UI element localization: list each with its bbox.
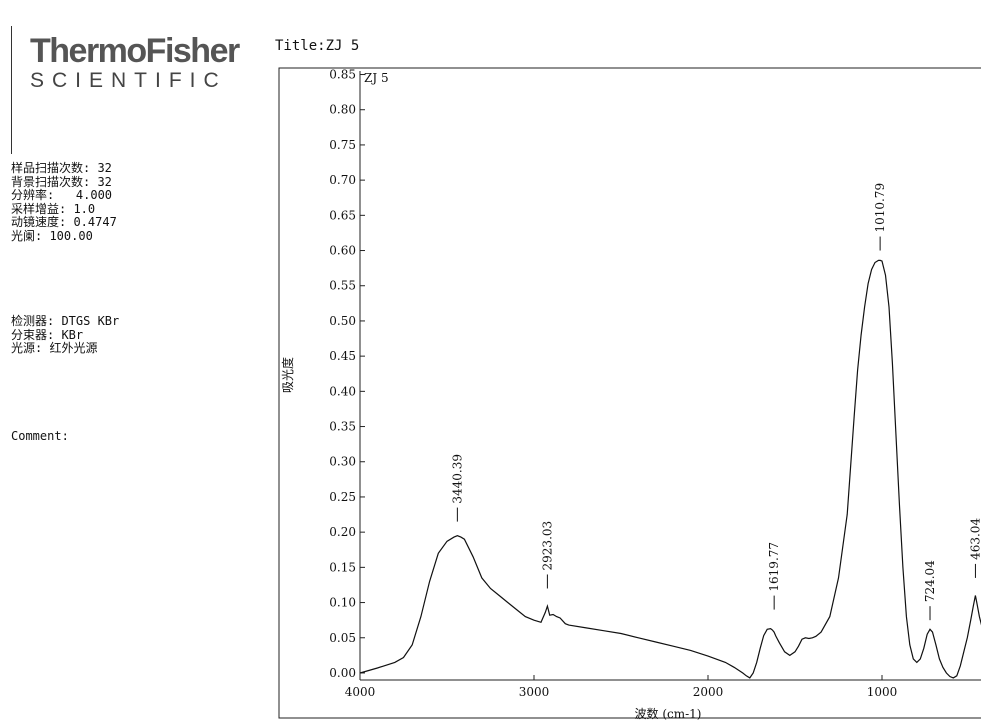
y-tick-label: 0.70: [329, 173, 356, 187]
y-tick-label: 0.60: [329, 244, 356, 258]
y-axis-ticks: 0.00 0.05 0.10 0.15 0.20 0.25 0.30 0.35 0.40 0.45…: [329, 68, 365, 680]
peak-label: 3440.39: [450, 454, 464, 504]
y-tick-label: 0.80: [329, 103, 356, 117]
peak-annotations: 3440.39 2923.03 1619.77 1010.79 724.04 463.04: [450, 183, 981, 621]
peak-label: 1010.79: [873, 183, 887, 233]
y-tick-label: 0.85: [329, 68, 356, 82]
y-axis-label: 吸光度: [280, 357, 295, 393]
y-tick-label: 0.40: [329, 384, 356, 398]
x-tick-label: 2000: [693, 685, 724, 699]
y-tick-label: 0.45: [329, 349, 356, 363]
y-tick-label: 0.15: [329, 560, 356, 574]
x-axis-label: 波数 (cm-1): [635, 706, 702, 721]
chart-frame: [278, 67, 981, 719]
peak-label: 2923.03: [540, 521, 554, 571]
x-tick-label: 3000: [519, 685, 550, 699]
y-tick-label: 0.00: [329, 666, 356, 680]
spectrum-line: [359, 259, 981, 679]
scan-parameters: 样品扫描次数: 32 背景扫描次数: 32 分辨率: 4.000 采样增益: 1…: [11, 161, 117, 243]
comment-label: Comment:: [11, 429, 69, 443]
y-tick-label: 0.50: [329, 314, 356, 328]
y-tick-label: 0.10: [329, 596, 356, 610]
y-tick-label: 0.35: [329, 420, 356, 434]
peak-label: 1619.77: [767, 542, 781, 592]
peak-label: 724.04: [923, 560, 937, 602]
y-tick-label: 0.55: [329, 279, 356, 293]
spectrum-title: Title:ZJ 5: [275, 38, 360, 54]
peak-label: 463.04: [968, 518, 981, 560]
y-tick-label: 0.65: [329, 208, 356, 222]
x-tick-label: 1000: [867, 685, 898, 699]
x-axis-ticks: 4000 3000 2000 1000: [345, 675, 898, 699]
brand-logo-sub: SCIENTIFIC: [30, 69, 227, 92]
y-tick-label: 0.25: [329, 490, 356, 504]
y-tick-label: 0.75: [329, 138, 356, 152]
brand-logo: ThermoFisher SCIENTIFIC: [30, 34, 270, 92]
y-tick-label: 0.30: [329, 455, 356, 469]
logo-divider-line: [11, 26, 12, 154]
x-tick-label: 4000: [345, 685, 376, 699]
y-tick-label: 0.20: [329, 525, 356, 539]
brand-logo-main: ThermoFisher: [30, 32, 240, 70]
detector-parameters: 检测器: DTGS KBr 分束器: KBr 光源: 红外光源: [11, 314, 120, 355]
sample-label: ZJ 5: [364, 71, 389, 85]
y-tick-label: 0.05: [329, 631, 356, 645]
